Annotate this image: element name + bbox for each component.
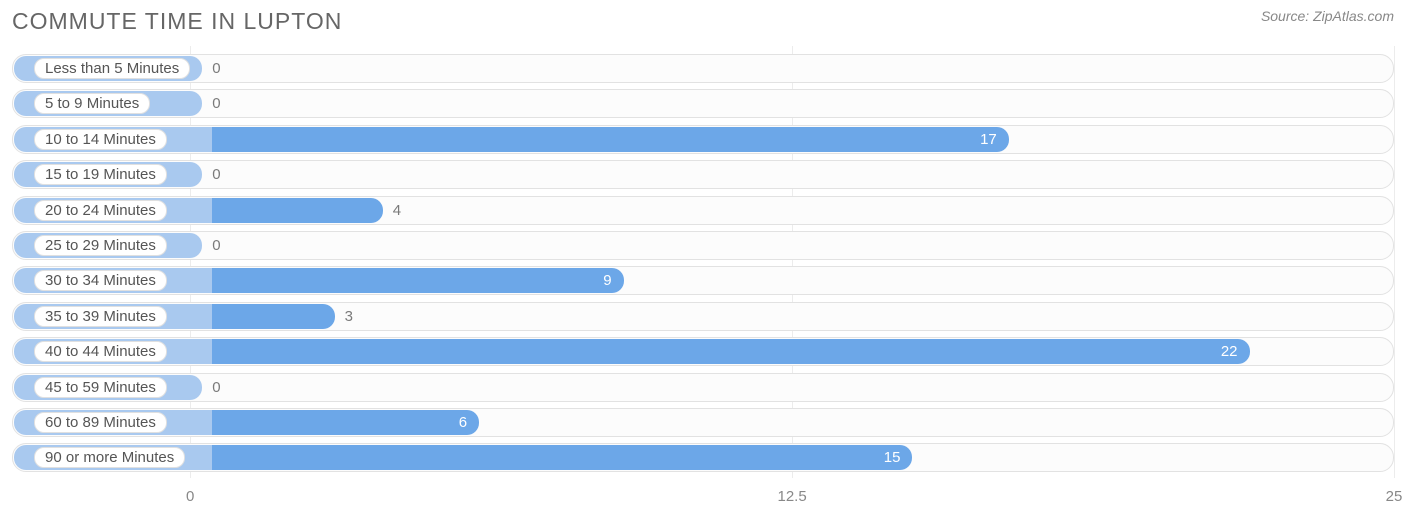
bar-row: 1590 or more Minutes — [12, 443, 1394, 472]
bar-label: Less than 5 Minutes — [34, 58, 190, 79]
x-tick: 0 — [186, 488, 194, 505]
bar-row: 930 to 34 Minutes — [12, 266, 1394, 295]
bar-value: 0 — [202, 231, 220, 260]
bar-value: 0 — [202, 89, 220, 118]
bar-label: 60 to 89 Minutes — [34, 412, 167, 433]
bar-row: 660 to 89 Minutes — [12, 408, 1394, 437]
bar-label: 35 to 39 Minutes — [34, 306, 167, 327]
bar-row: 0 Less than 5 Minutes — [12, 54, 1394, 83]
x-tick: 12.5 — [777, 488, 806, 505]
bar-row: 1710 to 14 Minutes — [12, 125, 1394, 154]
bar-row: 2240 to 44 Minutes — [12, 337, 1394, 366]
bar-row: 0 25 to 29 Minutes — [12, 231, 1394, 260]
bar-label: 45 to 59 Minutes — [34, 377, 167, 398]
bar-label: 10 to 14 Minutes — [34, 129, 167, 150]
bar-label: 25 to 29 Minutes — [34, 235, 167, 256]
bar-label: 30 to 34 Minutes — [34, 270, 167, 291]
bar-row: 3 35 to 39 Minutes — [12, 302, 1394, 331]
bar-label: 40 to 44 Minutes — [34, 341, 167, 362]
chart-title: Commute Time in Lupton — [12, 8, 342, 35]
bar-label: 90 or more Minutes — [34, 447, 185, 468]
bar-row: 0 15 to 19 Minutes — [12, 160, 1394, 189]
bar-row: 4 20 to 24 Minutes — [12, 196, 1394, 225]
x-axis: 012.525 — [12, 482, 1394, 514]
chart-header: Commute Time in Lupton Source: ZipAtlas.… — [12, 8, 1394, 46]
bar: 22 — [14, 339, 1250, 364]
bar-rows: 0 Less than 5 Minutes 0 5 to 9 Minutes 1710 … — [12, 54, 1394, 472]
bar-label: 20 to 24 Minutes — [34, 200, 167, 221]
bar-label: 15 to 19 Minutes — [34, 164, 167, 185]
bar-value: 3 — [335, 302, 353, 331]
x-tick: 25 — [1386, 488, 1403, 505]
bar-row: 0 45 to 59 Minutes — [12, 373, 1394, 402]
plot-area: 0 Less than 5 Minutes 0 5 to 9 Minutes 1710 … — [12, 46, 1394, 478]
bar-value: 0 — [202, 160, 220, 189]
bar-value: 0 — [202, 373, 220, 402]
chart-source: Source: ZipAtlas.com — [1261, 8, 1394, 24]
bar-value: 0 — [202, 54, 220, 83]
gridline — [1394, 46, 1395, 478]
bar-row: 0 5 to 9 Minutes — [12, 89, 1394, 118]
chart-container: Commute Time in Lupton Source: ZipAtlas.… — [0, 0, 1406, 523]
bar-label: 5 to 9 Minutes — [34, 93, 150, 114]
bar-value: 4 — [383, 196, 401, 225]
